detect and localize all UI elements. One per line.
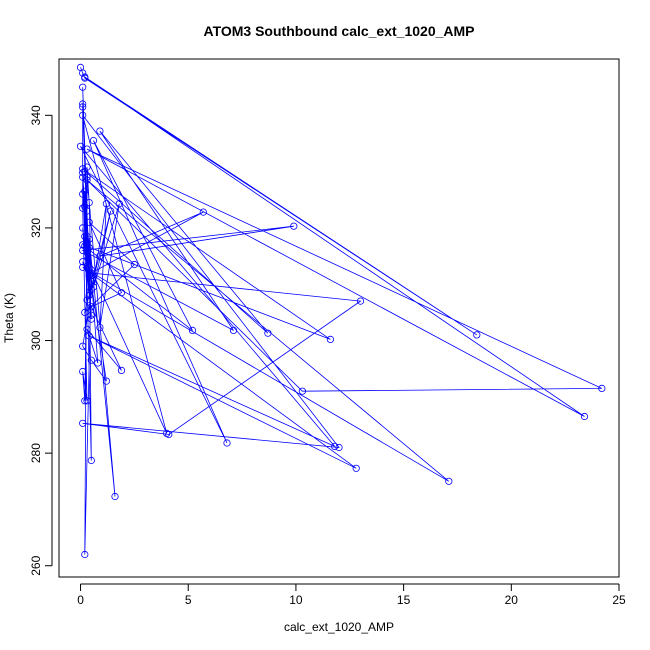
data-point bbox=[96, 323, 104, 332]
data-point bbox=[326, 335, 334, 343]
x-tick-label: 25 bbox=[612, 593, 626, 607]
data-point bbox=[335, 443, 343, 452]
data-point bbox=[83, 296, 91, 304]
data-point bbox=[130, 260, 138, 269]
data-point bbox=[102, 200, 111, 208]
data-point bbox=[81, 73, 89, 81]
data-point bbox=[96, 127, 104, 135]
data-point bbox=[117, 289, 126, 297]
data-point bbox=[473, 331, 481, 339]
x-tick-label: 0 bbox=[77, 593, 84, 607]
data-point bbox=[81, 202, 89, 211]
chart-title: ATOM3 Southbound calc_ext_1020_AMP bbox=[204, 23, 475, 39]
data-point bbox=[83, 232, 91, 240]
x-tick-label: 15 bbox=[397, 593, 411, 607]
data-point bbox=[107, 207, 115, 215]
data-point bbox=[85, 244, 93, 252]
data-point bbox=[83, 207, 91, 215]
data-point bbox=[115, 200, 123, 208]
x-tick-label: 20 bbox=[505, 593, 519, 607]
data-point bbox=[79, 103, 87, 111]
x-axis-label: calc_ext_1020_AMP bbox=[284, 620, 394, 634]
data-point bbox=[83, 325, 91, 333]
y-tick-label: 320 bbox=[29, 218, 43, 238]
plot-frame bbox=[58, 58, 620, 578]
data-point bbox=[85, 263, 93, 271]
data-point bbox=[111, 492, 119, 501]
data-point bbox=[298, 387, 306, 395]
data-point bbox=[79, 83, 87, 91]
data-point bbox=[264, 329, 272, 337]
data-point bbox=[85, 199, 93, 207]
data-point bbox=[223, 439, 231, 447]
data-point bbox=[81, 242, 89, 250]
x-tick-label: 10 bbox=[289, 593, 303, 607]
data-point bbox=[598, 384, 606, 392]
data-point bbox=[102, 377, 111, 385]
data-point bbox=[85, 332, 93, 340]
data-point bbox=[79, 258, 87, 266]
y-axis-label: Theta (K) bbox=[2, 293, 16, 343]
data-point bbox=[79, 69, 87, 77]
data-point bbox=[188, 326, 197, 334]
y-axis: 260 280 300 320 340 bbox=[29, 105, 53, 576]
data-point bbox=[83, 397, 91, 405]
y-tick-label: 280 bbox=[29, 443, 43, 463]
x-axis: 0 5 10 15 20 25 bbox=[77, 583, 626, 607]
data-point bbox=[79, 173, 87, 181]
data-point bbox=[356, 297, 365, 305]
data-point bbox=[290, 222, 298, 230]
data-point bbox=[81, 232, 89, 240]
x-tick-label: 5 bbox=[185, 593, 192, 607]
series-layer bbox=[76, 63, 606, 559]
data-point bbox=[580, 412, 589, 421]
data-point bbox=[83, 145, 91, 153]
data-point bbox=[81, 308, 89, 316]
data-point bbox=[85, 218, 93, 226]
data-point bbox=[76, 142, 85, 150]
data-point bbox=[96, 252, 104, 260]
data-point bbox=[331, 442, 339, 450]
data-point bbox=[83, 252, 91, 260]
data-point bbox=[79, 246, 87, 254]
data-point bbox=[79, 367, 87, 376]
data-point bbox=[79, 342, 87, 350]
data-point bbox=[79, 224, 87, 232]
data-point bbox=[87, 311, 95, 319]
data-point bbox=[352, 464, 360, 472]
data-point bbox=[445, 477, 453, 485]
data-point bbox=[87, 356, 95, 364]
data-point bbox=[81, 397, 89, 405]
data-point bbox=[79, 111, 87, 119]
y-tick-label: 340 bbox=[29, 105, 43, 125]
data-point bbox=[79, 190, 87, 198]
series-line bbox=[80, 67, 602, 555]
data-point bbox=[94, 359, 102, 367]
data-point bbox=[79, 419, 87, 427]
data-point bbox=[83, 163, 91, 171]
data-point bbox=[117, 366, 126, 374]
data-point bbox=[85, 272, 93, 280]
y-tick-label: 260 bbox=[29, 555, 43, 575]
y-tick-label: 300 bbox=[29, 330, 43, 350]
data-point bbox=[81, 550, 89, 559]
data-point bbox=[87, 315, 95, 323]
data-point bbox=[199, 208, 207, 216]
data-point bbox=[87, 286, 95, 294]
data-point bbox=[87, 456, 95, 465]
data-point bbox=[229, 326, 238, 334]
data-point bbox=[89, 137, 98, 145]
data-point bbox=[79, 100, 87, 108]
data-point bbox=[163, 429, 171, 437]
data-point bbox=[87, 303, 95, 311]
